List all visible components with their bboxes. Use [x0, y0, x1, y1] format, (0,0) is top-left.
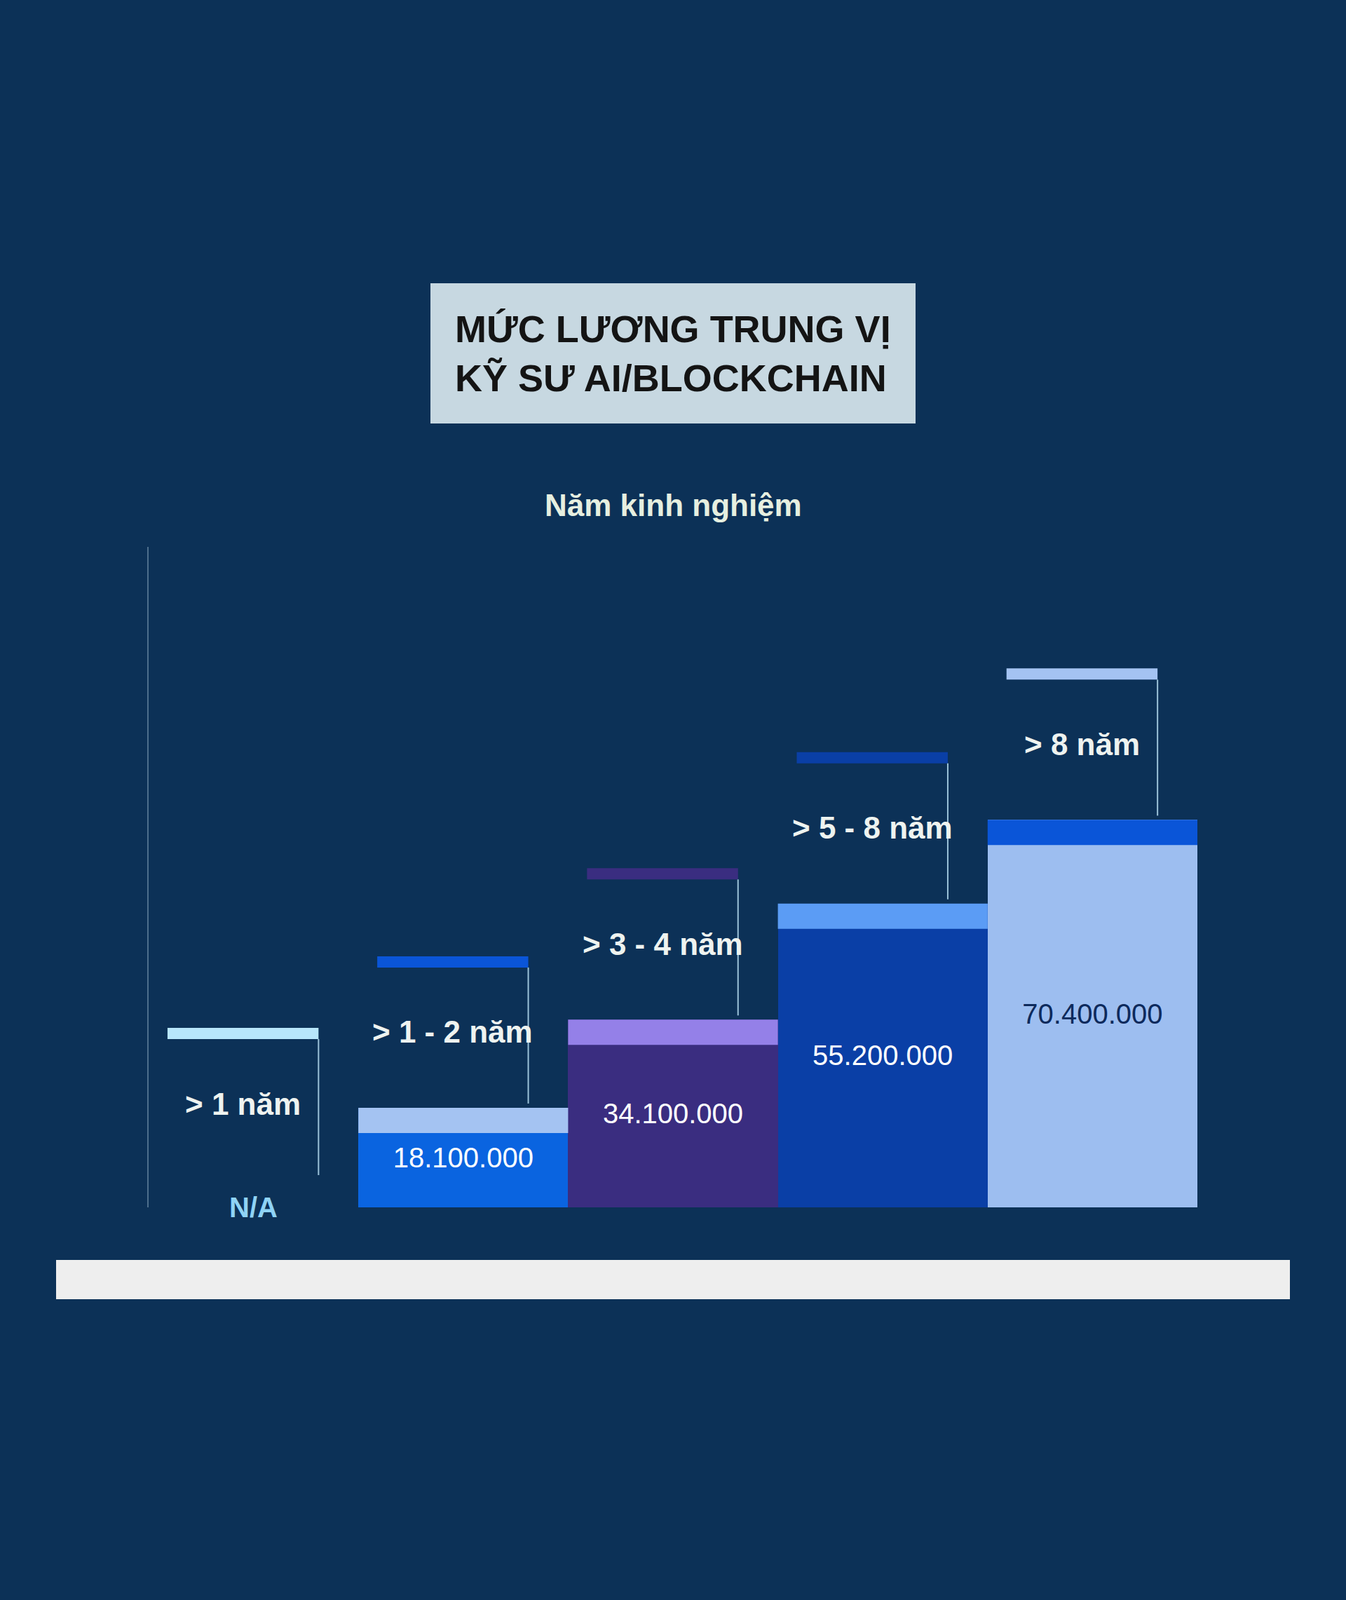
svg-text:> 5 - 8 năm: > 5 - 8 năm [792, 810, 953, 845]
svg-text:55.200.000: 55.200.000 [812, 1039, 953, 1071]
svg-text:> 1 - 2 năm: > 1 - 2 năm [372, 1014, 533, 1049]
svg-text:N/A: N/A [229, 1191, 278, 1223]
svg-text:> 1 năm: > 1 năm [185, 1086, 301, 1121]
svg-text:18.100.000: 18.100.000 [393, 1141, 534, 1173]
svg-text:> 8 năm: > 8 năm [1024, 726, 1140, 762]
svg-text:34.100.000: 34.100.000 [602, 1097, 744, 1129]
svg-text:Năm kinh nghiệm: Năm kinh nghiệm [544, 487, 802, 523]
svg-text:70.400.000: 70.400.000 [1022, 998, 1163, 1030]
svg-text:> 3 - 4 năm: > 3 - 4 năm [582, 926, 744, 962]
svg-text:MỨC LƯƠNG TRUNG VỊKỸ SƯ AI/BLO: MỨC LƯƠNG TRUNG VỊKỸ SƯ AI/BLOCKCHAIN [454, 307, 892, 399]
